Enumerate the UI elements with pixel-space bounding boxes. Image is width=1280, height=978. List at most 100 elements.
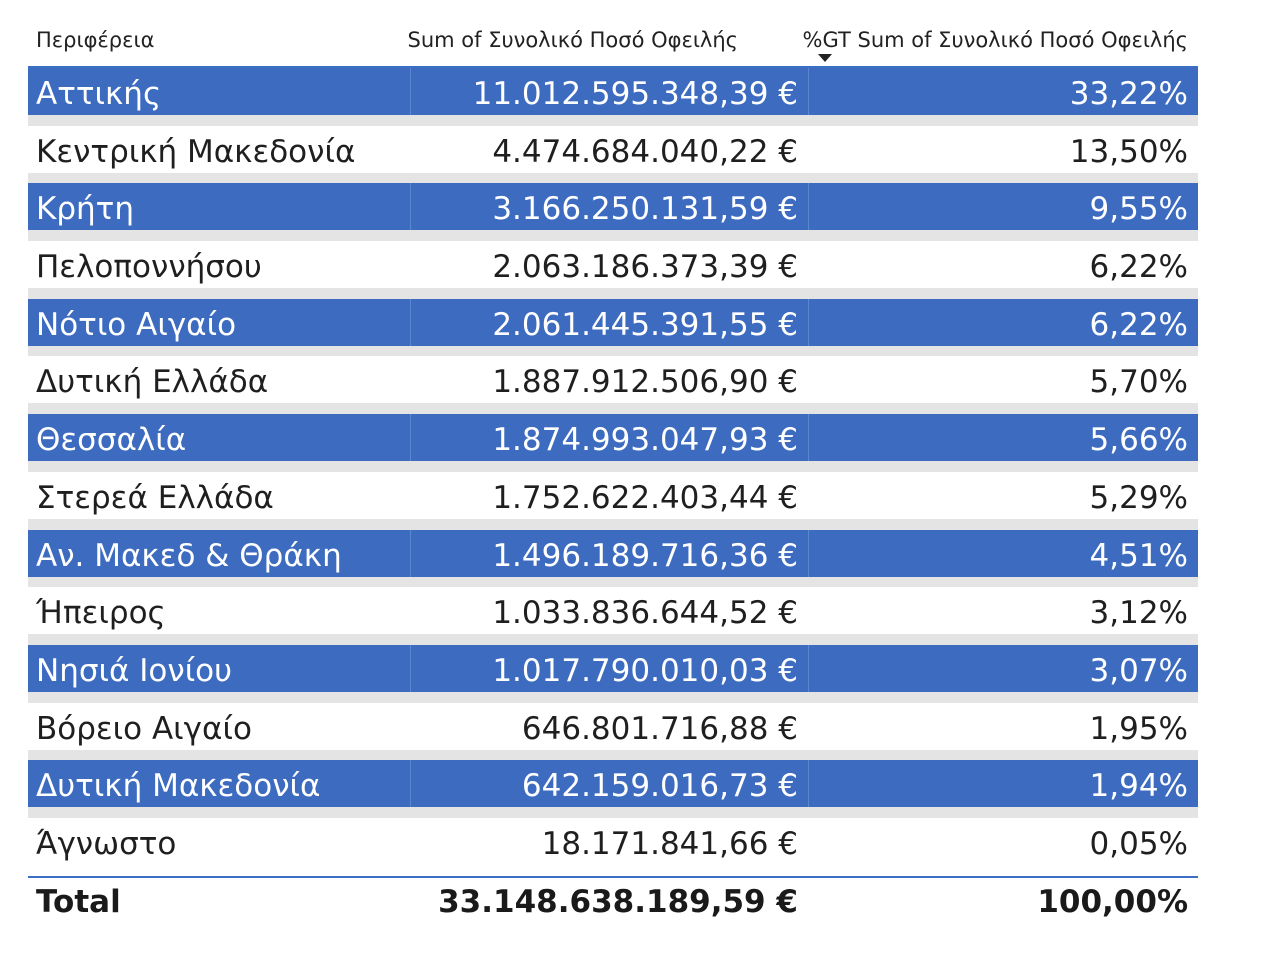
row-sum-cell: 3.166.250.131,59 € [492, 191, 798, 228]
table-row[interactable]: Αττικής 11.012.595.348,39 € 33,22% [28, 68, 1198, 126]
row-separator [28, 345, 1198, 357]
row-sum-cell: 642.159.016,73 € [521, 768, 798, 805]
column-divider [410, 760, 411, 808]
row-sum-cell: 2.063.186.373,39 € [492, 249, 798, 286]
total-percent: 100,00% [1037, 883, 1188, 920]
table-row[interactable]: Αν. Μακεδ & Θράκη 1.496.189.716,36 € 4,51% [28, 529, 1198, 588]
table-row[interactable]: Νησιά Ιονίου 1.017.790.010,03 € 3,07% [28, 644, 1198, 703]
row-region-cell: Κεντρική Μακεδονία [36, 133, 356, 170]
matrix-table: Περιφέρεια Sum of Συνολικό Ποσό Οφειλής … [28, 0, 1198, 928]
row-sum-cell: 1.752.622.403,44 € [492, 479, 798, 516]
column-header-percent[interactable]: %GT Sum of Συνολικό Ποσό Οφειλής [802, 28, 1188, 52]
row-region-cell: Δυτική Μακεδονία [36, 768, 321, 805]
row-percent-cell: 3,12% [1089, 595, 1188, 632]
row-region-cell: Στερεά Ελλάδα [36, 479, 274, 516]
column-divider [808, 298, 809, 346]
column-divider [410, 644, 411, 692]
row-percent-cell: 3,07% [1089, 652, 1188, 689]
row-background [28, 760, 1198, 808]
table-body: Αττικής 11.012.595.348,39 € 33,22% Κεντρική… [28, 68, 1198, 876]
column-divider [808, 529, 809, 577]
column-divider [410, 68, 411, 115]
column-divider [410, 529, 411, 577]
row-percent-cell: 5,66% [1089, 422, 1188, 459]
row-region-cell: Νότιο Αιγαίο [36, 306, 237, 343]
row-separator [28, 634, 1198, 645]
row-background [28, 529, 1198, 577]
table-row[interactable]: Δυτική Ελλάδα 1.887.912.506,90 € 5,70% [28, 356, 1198, 415]
row-percent-cell: 0,05% [1089, 825, 1188, 862]
table-row[interactable]: Πελοποννήσου 2.063.186.373,39 € 6,22% [28, 241, 1198, 299]
total-sum: 33.148.638.189,59 € [438, 883, 798, 920]
row-percent-cell: 1,95% [1089, 710, 1188, 747]
row-sum-cell: 11.012.595.348,39 € [472, 76, 798, 112]
row-separator [28, 288, 1198, 299]
row-region-cell: Βόρειο Αιγαίο [36, 710, 252, 747]
column-divider [808, 760, 809, 808]
column-divider [808, 644, 809, 692]
row-background [28, 644, 1198, 692]
total-divider [28, 875, 1198, 878]
row-region-cell: Θεσσαλία [36, 422, 187, 459]
total-label: Total [36, 883, 121, 920]
row-percent-cell: 6,22% [1089, 249, 1188, 286]
row-separator [28, 807, 1198, 818]
row-sum-cell: 1.887.912.506,90 € [492, 364, 798, 401]
row-percent-cell: 1,94% [1089, 768, 1188, 805]
row-background [28, 414, 1198, 462]
row-separator [28, 115, 1198, 126]
table-row[interactable]: Βόρειο Αιγαίο 646.801.716,88 € 1,95% [28, 703, 1198, 761]
column-divider [808, 183, 809, 231]
column-divider [410, 414, 411, 462]
row-sum-cell: 1.017.790.010,03 € [492, 652, 798, 689]
row-percent-cell: 6,22% [1089, 306, 1188, 343]
row-separator [28, 172, 1198, 184]
row-background [28, 68, 1198, 115]
column-header-region[interactable]: Περιφέρεια [36, 28, 155, 52]
row-sum-cell: 1.033.836.644,52 € [492, 595, 798, 632]
row-percent-cell: 5,29% [1089, 479, 1188, 516]
row-sum-cell: 2.061.445.391,55 € [492, 306, 798, 343]
row-separator [28, 230, 1198, 242]
row-region-cell: Νησιά Ιονίου [36, 652, 233, 689]
row-percent-cell: 33,22% [1069, 76, 1188, 112]
total-row: Total 33.148.638.189,59 € 100,00% [28, 878, 1198, 928]
row-region-cell: Ήπειρος [36, 595, 166, 632]
row-percent-cell: 9,55% [1089, 191, 1188, 228]
row-region-cell: Κρήτη [36, 191, 134, 228]
row-separator [28, 461, 1198, 472]
row-region-cell: Αττικής [36, 76, 162, 112]
row-sum-cell: 1.496.189.716,36 € [492, 537, 798, 574]
row-sum-cell: 646.801.716,88 € [521, 710, 798, 747]
column-header-sum[interactable]: Sum of Συνολικό Ποσό Οφειλής [407, 28, 739, 52]
table-row[interactable]: Θεσσαλία 1.874.993.047,93 € 5,66% [28, 414, 1198, 472]
row-region-cell: Πελοποννήσου [36, 249, 262, 286]
column-divider [410, 298, 411, 346]
column-divider [808, 68, 809, 115]
row-sum-cell: 4.474.684.040,22 € [492, 133, 798, 170]
table-row[interactable]: Κρήτη 3.166.250.131,59 € 9,55% [28, 183, 1198, 242]
row-percent-cell: 13,50% [1069, 133, 1188, 170]
table-row[interactable]: Νότιο Αιγαίο 2.061.445.391,55 € 6,22% [28, 298, 1198, 357]
row-region-cell: Άγνωστο [36, 825, 177, 862]
row-region-cell: Δυτική Ελλάδα [36, 364, 269, 401]
table-row[interactable]: Άγνωστο 18.171.841,66 € 0,05% [28, 818, 1198, 876]
row-separator [28, 749, 1198, 761]
table-row[interactable]: Ήπειρος 1.033.836.644,52 € 3,12% [28, 587, 1198, 645]
row-sum-cell: 1.874.993.047,93 € [492, 422, 798, 459]
sort-descending-icon[interactable] [818, 54, 832, 62]
row-sum-cell: 18.171.841,66 € [541, 825, 798, 862]
table-row[interactable]: Στερεά Ελλάδα 1.752.622.403,44 € 5,29% [28, 472, 1198, 530]
table-row[interactable]: Κεντρική Μακεδονία 4.474.684.040,22 € 13,5… [28, 126, 1198, 184]
row-background [28, 183, 1198, 231]
row-percent-cell: 5,70% [1089, 364, 1188, 401]
row-region-cell: Αν. Μακεδ & Θράκη [36, 537, 342, 574]
row-separator [28, 576, 1198, 588]
row-separator [28, 518, 1198, 530]
row-separator [28, 691, 1198, 703]
table-row[interactable]: Δυτική Μακεδονία 642.159.016,73 € 1,94% [28, 760, 1198, 818]
column-divider [410, 183, 411, 231]
row-separator [28, 403, 1198, 415]
row-background [28, 298, 1198, 346]
table-header: Περιφέρεια Sum of Συνολικό Ποσό Οφειλής … [28, 0, 1198, 68]
